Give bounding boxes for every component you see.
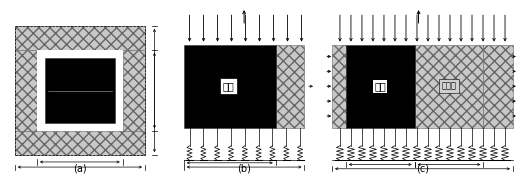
- Bar: [483, 45, 513, 128]
- Bar: [15, 26, 145, 50]
- Bar: [15, 50, 37, 131]
- Bar: [45, 58, 115, 123]
- Text: (c): (c): [416, 164, 429, 174]
- Text: 煌柱: 煌柱: [222, 81, 234, 91]
- Text: (b): (b): [237, 164, 251, 174]
- Text: 充填体: 充填体: [441, 82, 457, 91]
- Bar: [184, 45, 276, 128]
- Text: 煌柱: 煌柱: [375, 81, 386, 91]
- Bar: [15, 26, 145, 155]
- Bar: [414, 45, 483, 128]
- Bar: [276, 45, 305, 128]
- Bar: [346, 45, 414, 128]
- Bar: [15, 131, 145, 155]
- Bar: [123, 50, 145, 131]
- Text: (a): (a): [73, 164, 87, 174]
- Bar: [332, 45, 346, 128]
- Bar: [37, 50, 123, 131]
